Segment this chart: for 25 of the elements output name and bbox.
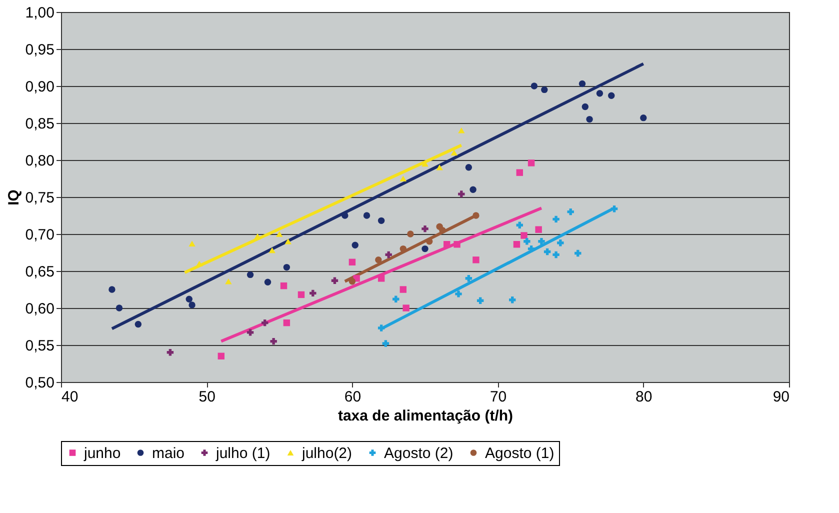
x-axis-title: taxa de alimentação (t/h) xyxy=(338,408,514,424)
x-tick-label: 70 xyxy=(490,388,507,406)
y-tick-label: 0,70 xyxy=(25,226,54,244)
y-tick-label: 0,85 xyxy=(25,116,54,132)
y-tick-label: 0,80 xyxy=(25,152,54,170)
x-tick-label: 40 xyxy=(62,388,78,406)
x-tick-label: 80 xyxy=(636,388,652,406)
legend-label: Agosto (2) xyxy=(384,444,454,462)
y-axis-title: IQ xyxy=(5,189,22,206)
legend-label: junho xyxy=(83,444,121,462)
y-tick-label: 0,95 xyxy=(25,42,54,58)
x-tick-label: 60 xyxy=(344,388,362,406)
legend-label: julho(2) xyxy=(301,444,352,462)
legend-label: Agosto (1) xyxy=(485,444,554,462)
legend-label: maio xyxy=(152,444,185,462)
y-tick-label: 0,65 xyxy=(25,264,54,280)
y-tick-label: 0,50 xyxy=(25,374,54,392)
x-tick-label: 50 xyxy=(198,388,216,406)
y-tick-label: 0,55 xyxy=(25,338,54,354)
y-tick-label: 0,75 xyxy=(25,190,54,206)
y-tick-label: 0,90 xyxy=(25,78,54,96)
y-tick-label: 0,60 xyxy=(25,300,54,318)
legend-label: julho (1) xyxy=(215,444,270,462)
y-tick-label: 1,00 xyxy=(25,4,54,22)
x-tick-label: 90 xyxy=(772,388,790,406)
